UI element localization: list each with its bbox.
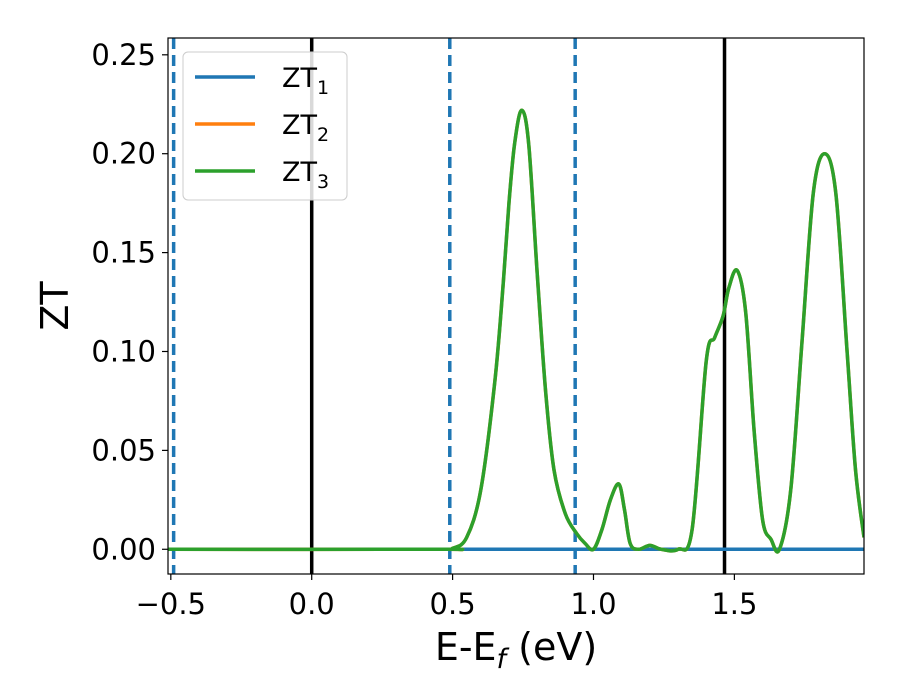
y-axis-ticks: 0.00 0.05 0.10 0.15 0.20 0.25	[91, 38, 168, 566]
series-line-3	[168, 108, 864, 554]
y-tick-label: 0.20	[91, 137, 156, 171]
x-tick-label: 0.5	[430, 587, 476, 621]
y-tick-label: 0.05	[91, 433, 156, 467]
y-tick-label: 0.15	[91, 236, 156, 270]
series-lines	[168, 108, 864, 554]
legend-label-2: ZT2	[282, 110, 329, 146]
x-axis-ticks: −0.5 0.0 0.5 1.0 1.5	[136, 574, 757, 621]
vertical-lines	[171, 38, 727, 574]
y-tick-label: 0.00	[91, 532, 156, 566]
x-tick-label: 1.5	[711, 587, 757, 621]
y-axis-label: ZT	[33, 281, 77, 331]
plot-frame	[167, 37, 865, 575]
y-tick-label: 0.10	[91, 334, 156, 368]
legend-label-3: ZT3	[282, 157, 329, 193]
legend-label-1: ZT1	[282, 63, 329, 99]
legend-box	[182, 51, 348, 201]
x-tick-label: −0.5	[136, 587, 206, 621]
legend: ZT1 ZT2 ZT3	[182, 51, 348, 201]
x-tick-label: 1.0	[570, 587, 616, 621]
x-tick-label: 0.0	[289, 587, 335, 621]
y-tick-label: 0.25	[91, 38, 156, 72]
x-axis-label: E-Ef (eV)	[435, 625, 597, 675]
